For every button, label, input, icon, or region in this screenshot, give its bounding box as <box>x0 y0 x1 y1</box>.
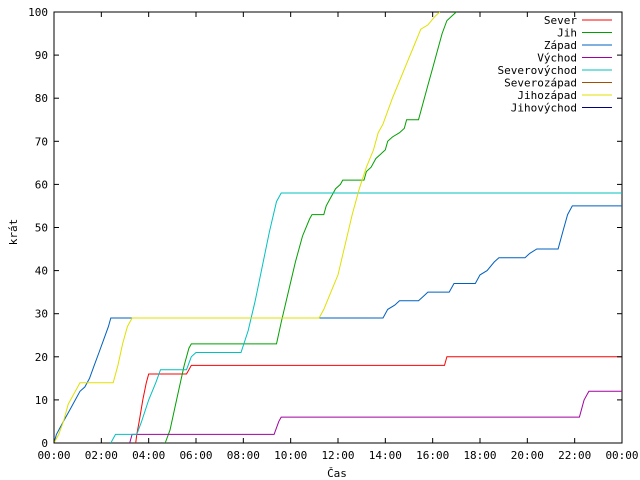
x-tick-label: 08:00 <box>227 449 260 462</box>
series-line-1 <box>164 11 457 444</box>
y-tick-label: 30 <box>35 308 48 321</box>
series-line-2 <box>53 205 622 444</box>
x-axis-label: Čas <box>327 467 347 480</box>
x-tick-label: 10:00 <box>274 449 307 462</box>
y-tick-label: 100 <box>28 6 48 19</box>
y-tick-label: 0 <box>41 437 48 450</box>
x-tick-label: 20:00 <box>511 449 544 462</box>
legend-label-5: Severozápad <box>504 77 577 90</box>
x-tick-label: 04:00 <box>132 449 165 462</box>
series-line-6 <box>53 11 441 444</box>
x-tick-label: 12:00 <box>321 449 354 462</box>
y-tick-label: 40 <box>35 265 48 278</box>
series-line-3 <box>129 390 622 444</box>
y-tick-label: 50 <box>35 222 48 235</box>
x-tick-label: 00:00 <box>605 449 638 462</box>
y-tick-label: 70 <box>35 135 48 148</box>
series-layer <box>53 11 622 444</box>
x-tick-label: 22:00 <box>558 449 591 462</box>
legend-label-1: Jih <box>557 27 577 40</box>
legend: SeverJihZápadVýchodSeverovýchodSeverozáp… <box>498 14 612 115</box>
y-tick-label: 90 <box>35 49 48 62</box>
x-tick-label: 18:00 <box>463 449 496 462</box>
x-tick-label: 06:00 <box>179 449 212 462</box>
legend-label-4: Severovýchod <box>498 64 577 77</box>
y-tick-label: 10 <box>35 394 48 407</box>
legend-label-7: Jihovýchod <box>511 102 577 115</box>
series-line-0 <box>135 356 622 444</box>
x-tick-label: 02:00 <box>85 449 118 462</box>
x-tick-label: 16:00 <box>416 449 449 462</box>
x-tick-label: 00:00 <box>37 449 70 462</box>
series-line-4 <box>110 192 622 444</box>
legend-label-2: Západ <box>544 39 577 52</box>
y-tick-label: 80 <box>35 92 48 105</box>
legend-label-0: Sever <box>544 14 577 27</box>
legend-label-6: Jihozápad <box>517 89 577 102</box>
y-tick-label: 60 <box>35 178 48 191</box>
x-tick-label: 14:00 <box>369 449 402 462</box>
y-axis-label: krát <box>7 219 20 246</box>
y-tick-label: 20 <box>35 351 48 364</box>
axes: 0 10 20 30 40 50 60 70 80 90 100 00:00 02:00 04:00 06:… <box>28 6 638 462</box>
legend-label-3: Východ <box>537 52 577 65</box>
